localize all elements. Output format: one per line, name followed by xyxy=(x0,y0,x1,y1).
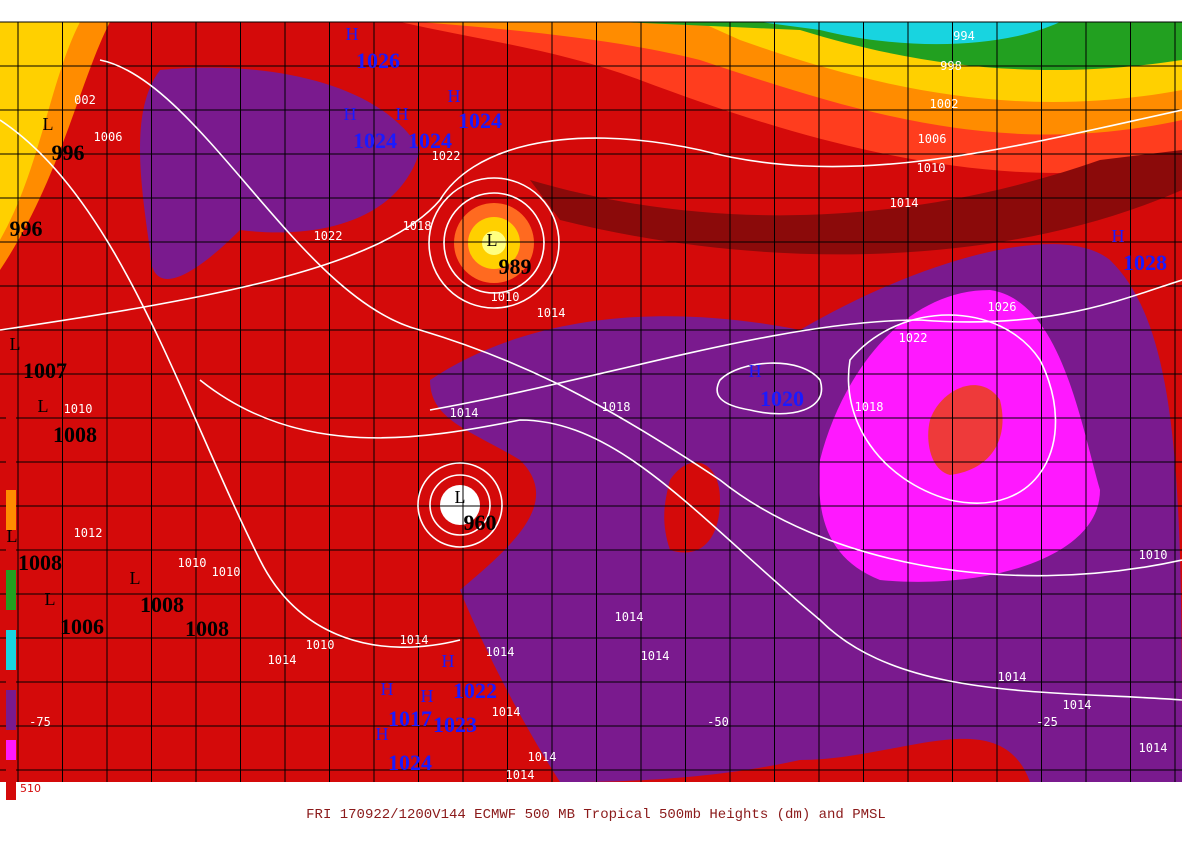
colorbar xyxy=(6,400,16,800)
isobar-label: 1014 xyxy=(400,633,429,647)
center-value: 1024 xyxy=(458,108,502,133)
center-letter: H xyxy=(381,679,394,699)
isobar-label: 1014 xyxy=(528,750,557,764)
center-letter: L xyxy=(7,526,18,546)
axis-label: -75 xyxy=(29,715,51,729)
isobar-label: 1018 xyxy=(602,400,631,414)
isobar-label: 1014 xyxy=(641,649,670,663)
center-value: 989 xyxy=(499,254,532,279)
center-letter: H xyxy=(749,361,762,381)
isobar-label: 1026 xyxy=(988,300,1017,314)
center-letter: L xyxy=(487,230,498,250)
isobar-label: 1014 xyxy=(537,306,566,320)
center-value: 1007 xyxy=(23,358,67,383)
labels: H1026H1024H1024H1024L996L989H1028H1020L1… xyxy=(7,24,1168,795)
center-letter: H xyxy=(344,104,357,124)
isobar-label: 1022 xyxy=(314,229,343,243)
isobar-label: 1006 xyxy=(918,132,947,146)
isobar-label: 1010 xyxy=(64,402,93,416)
isobar-label: 1006 xyxy=(94,130,123,144)
isobar-label: 1002 xyxy=(930,97,959,111)
center-value: 1006 xyxy=(60,614,104,639)
center-letter: L xyxy=(45,589,56,609)
center-letter: L xyxy=(455,487,466,507)
isobar-label: 1010 xyxy=(178,556,207,570)
isobar-label: 1014 xyxy=(492,705,521,719)
isobar-label: 998 xyxy=(940,59,962,73)
center-letter: H xyxy=(396,104,409,124)
center-letter: H xyxy=(376,724,389,744)
center-value: 1008 xyxy=(53,422,97,447)
center-letter: H xyxy=(346,24,359,44)
center-letter: L xyxy=(10,334,21,354)
isobar-label: 1018 xyxy=(403,219,432,233)
isobar-label: 1010 xyxy=(491,290,520,304)
isobar-label: 1014 xyxy=(615,610,644,624)
isobar-label: 1014 xyxy=(268,653,297,667)
isobar-label: 1014 xyxy=(506,768,535,782)
isobar-label: 1010 xyxy=(917,161,946,175)
isobar-label: 1014 xyxy=(1063,698,1092,712)
center-letter: H xyxy=(442,651,455,671)
axis-label: -50 xyxy=(707,715,729,729)
center-value: 996 xyxy=(52,140,85,165)
caption: FRI 170922/1200V144 ECMWF 500 MB Tropica… xyxy=(306,807,886,823)
center-letter: L xyxy=(130,568,141,588)
isobar-label: 1012 xyxy=(74,526,103,540)
grid xyxy=(0,21,1182,782)
isobar-label: 1014 xyxy=(1139,741,1168,755)
colorbar-label: 510 xyxy=(20,782,41,795)
isobar-label: 002 xyxy=(74,93,96,107)
isobar-label: 1018 xyxy=(855,400,884,414)
center-value: 960 xyxy=(464,510,497,535)
center-value: 1023 xyxy=(433,712,477,737)
center-value: 1026 xyxy=(356,48,400,73)
isobar-label: 1022 xyxy=(432,149,461,163)
center-letter: H xyxy=(421,686,434,706)
center-value: 1024 xyxy=(408,128,452,153)
pressure-value: 1008 xyxy=(185,616,229,641)
isobar-label: 994 xyxy=(953,29,975,43)
isobar-label: 1014 xyxy=(450,406,479,420)
isobar-label: 1014 xyxy=(890,196,919,210)
center-letter: H xyxy=(1112,226,1125,246)
center-value: 1008 xyxy=(18,550,62,575)
center-letter: L xyxy=(38,396,49,416)
center-value: 1008 xyxy=(140,592,184,617)
center-value: 1028 xyxy=(1123,250,1167,275)
center-value: 1022 xyxy=(453,678,497,703)
isobars xyxy=(0,59,1182,701)
center-value: 1024 xyxy=(388,750,432,775)
axis-label: -25 xyxy=(1036,715,1058,729)
isobar-label: 1022 xyxy=(899,331,928,345)
isobar-label: 1014 xyxy=(998,670,1027,684)
center-value: 1017 xyxy=(388,706,432,731)
isobar-label: 1010 xyxy=(1139,548,1168,562)
isobar-label: 1010 xyxy=(306,638,335,652)
center-value: 1024 xyxy=(353,128,397,153)
pressure-value: 996 xyxy=(10,216,43,241)
center-letter: H xyxy=(448,86,461,106)
isobar-label: 1010 xyxy=(212,565,241,579)
center-value: 1020 xyxy=(760,386,804,411)
isobar-label: 1014 xyxy=(486,645,515,659)
center-letter: L xyxy=(43,114,54,134)
